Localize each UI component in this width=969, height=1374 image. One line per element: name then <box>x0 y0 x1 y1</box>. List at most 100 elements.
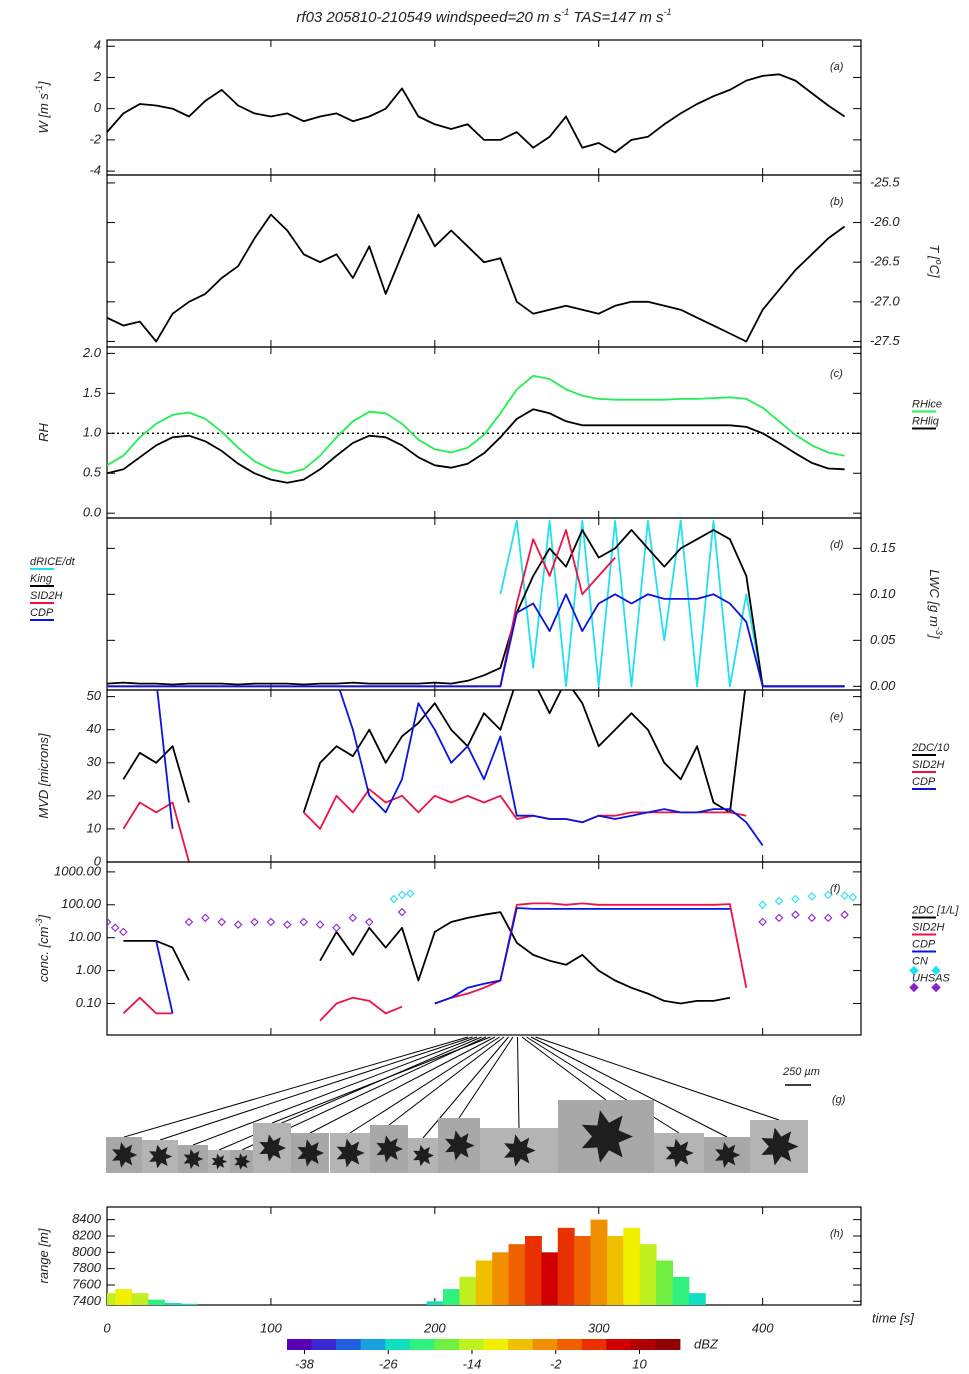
legend-label: SID2H <box>912 759 944 771</box>
colorbar-swatch <box>508 1339 533 1350</box>
scatter-point <box>267 918 274 925</box>
radar-cell <box>656 1260 673 1305</box>
radar-cell <box>509 1244 526 1305</box>
data-line <box>107 594 845 686</box>
y-tick-label: 0.10 <box>76 995 102 1010</box>
radar-cell <box>459 1277 476 1305</box>
colorbar-swatch <box>484 1339 509 1350</box>
colorbar-tick-label: -26 <box>379 1356 399 1371</box>
fan-line <box>459 1037 513 1118</box>
scatter-point <box>808 914 815 921</box>
radar-cell <box>164 1303 181 1305</box>
y-tick-label: 10 <box>87 820 102 835</box>
colorbar-swatch <box>312 1339 337 1350</box>
scatter-point <box>759 918 766 925</box>
data-line <box>123 789 746 862</box>
x-axis-label: time [s] <box>872 1310 914 1325</box>
y-axis-label-part: LWC [g m <box>927 570 942 627</box>
colorbar-swatch <box>361 1339 386 1350</box>
scatter-point <box>349 914 356 921</box>
y-tick-label: 0.0 <box>83 505 102 520</box>
y-axis-label-part: C] <box>927 265 942 278</box>
data-line <box>500 521 844 687</box>
page: {"title":[{"text":"rf03 205810-210549 wi… <box>0 0 969 1374</box>
y-tick-label: 0.5 <box>83 465 102 480</box>
y-tick-label: -27.5 <box>870 333 900 348</box>
y-tick-label: 40 <box>87 721 102 736</box>
scatter-point <box>407 890 414 897</box>
radar-cell <box>558 1228 575 1305</box>
y-tick-label: 1.5 <box>83 385 102 400</box>
colorbar-swatch <box>582 1339 607 1350</box>
scatter-point <box>390 896 397 903</box>
colorbar-swatch <box>655 1339 680 1350</box>
legend-label: King <box>30 573 53 585</box>
y-axis-label-part: conc. [cm <box>36 926 51 982</box>
y-tick-label: -4 <box>89 163 101 178</box>
legend-label: CN <box>912 955 928 967</box>
x-tick-label: 400 <box>752 1320 774 1335</box>
radar-cell <box>591 1220 608 1305</box>
data-line <box>123 680 746 812</box>
y-tick-label: 7600 <box>72 1276 102 1291</box>
y-tick-label: -26.0 <box>870 214 900 229</box>
scatter-point <box>825 914 832 921</box>
colorbar-label: dBZ <box>694 1336 719 1351</box>
y-axis-label-part: -1 <box>34 85 44 93</box>
scatter-point <box>792 911 799 918</box>
scatter-point <box>808 893 815 900</box>
scatter-point <box>284 921 291 928</box>
legend-label: SID2H <box>30 590 62 602</box>
y-tick-label: 1.0 <box>83 425 102 440</box>
radar-cell <box>574 1236 591 1305</box>
radar-cell <box>115 1289 132 1305</box>
legend-label: 2DC [1/L] <box>911 904 959 916</box>
y-tick-label: 10.00 <box>68 929 101 944</box>
chart-title-part: -1 <box>561 7 569 17</box>
scatter-point <box>185 918 192 925</box>
scatter-point <box>841 911 848 918</box>
scatter-point <box>399 909 406 916</box>
y-tick-label: -25.5 <box>870 174 900 189</box>
colorbar-swatch <box>557 1339 582 1350</box>
scatter-point <box>792 896 799 903</box>
panel-frame <box>107 862 861 1035</box>
x-tick-label: 200 <box>423 1320 446 1335</box>
colorbar-swatch <box>434 1339 459 1350</box>
radar-cell <box>640 1244 657 1305</box>
radar-cell <box>492 1252 509 1305</box>
fan-line <box>272 1037 491 1123</box>
colorbar-swatch <box>533 1339 558 1350</box>
y-tick-label: -26.5 <box>870 254 900 269</box>
y-axis-label-part: range [m] <box>36 1228 51 1283</box>
panel-frame <box>107 40 861 175</box>
y-tick-label: 8200 <box>72 1227 102 1242</box>
y-axis-label-part: T [ <box>927 244 942 261</box>
y-tick-label: 7800 <box>72 1260 102 1275</box>
fan-line <box>124 1037 468 1137</box>
scatter-point <box>759 901 766 908</box>
y-axis-label-part: RH <box>36 423 51 442</box>
panel-label: (c) <box>830 368 843 380</box>
legend-marker <box>910 984 918 992</box>
y-axis-label: MVD [microns] <box>36 733 51 819</box>
y-axis-label: LWC [g m-3] <box>927 570 944 639</box>
chart-title-part: -1 <box>664 7 672 17</box>
scatter-point <box>333 924 340 931</box>
y-tick-label: 50 <box>87 688 102 703</box>
y-tick-label: -27.0 <box>870 293 900 308</box>
data-line <box>123 912 730 1003</box>
panel-label: (e) <box>830 711 844 723</box>
scatter-point <box>202 914 209 921</box>
y-tick-label: 8000 <box>72 1244 102 1259</box>
y-axis-label: range [m] <box>36 1228 51 1283</box>
colorbar-swatch <box>287 1339 312 1350</box>
y-tick-label: 4 <box>94 38 101 53</box>
y-tick-label: 8400 <box>72 1211 102 1226</box>
fan-line <box>160 1037 473 1140</box>
figure: rf03 205810-210549 windspeed=20 m s-1 TA… <box>0 0 969 1374</box>
y-tick-label: 20 <box>86 787 102 802</box>
y-axis-label-part: W [m s <box>36 93 51 134</box>
scatter-point <box>317 921 324 928</box>
y-axis-label: RH <box>36 423 51 442</box>
